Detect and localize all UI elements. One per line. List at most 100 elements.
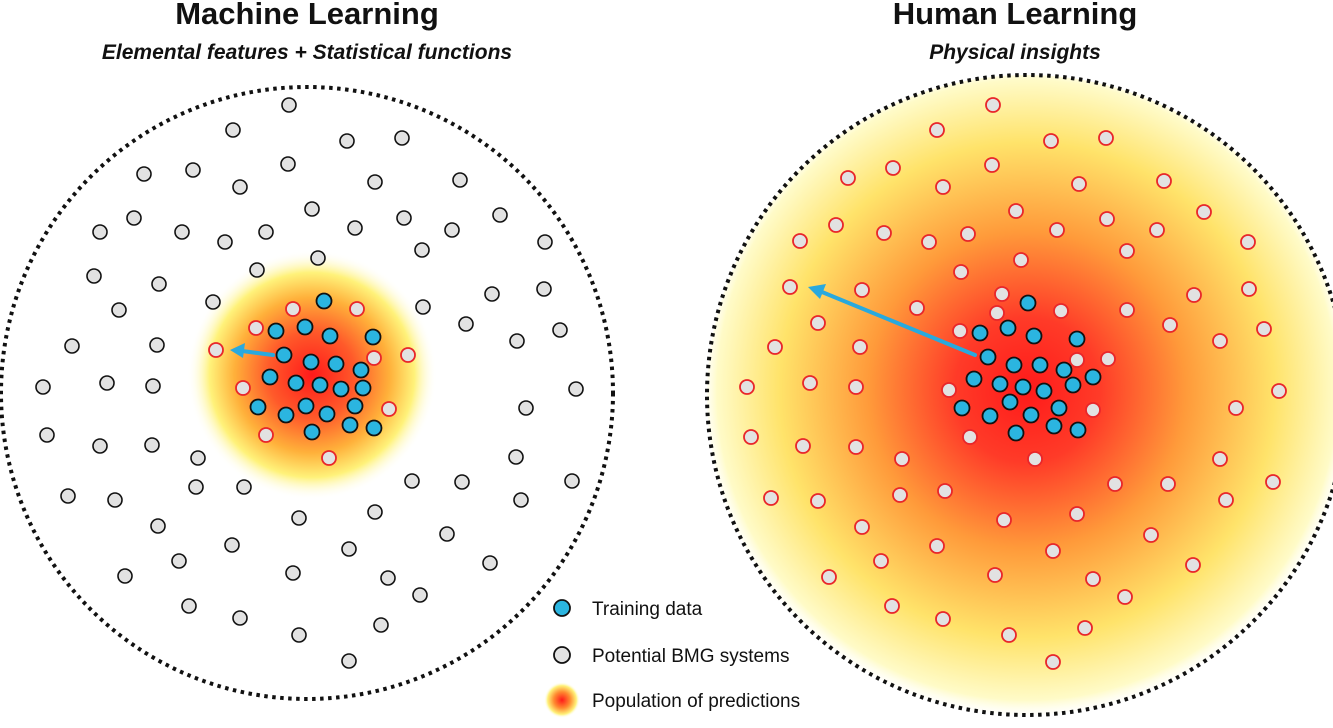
potential-system-point [281, 97, 297, 113]
predicted-system-point [935, 611, 951, 627]
predicted-system-point [349, 301, 365, 317]
potential-system-point [552, 322, 568, 338]
predicted-system-point [873, 553, 889, 569]
predicted-system-point [952, 323, 968, 339]
training-data-point [1045, 417, 1063, 435]
training-data-point [261, 368, 279, 386]
predicted-system-point [366, 350, 382, 366]
predicted-system-point [1045, 543, 1061, 559]
training-data-point [1084, 368, 1102, 386]
potential-system-point [452, 172, 468, 188]
potential-system-point [126, 210, 142, 226]
predicted-system-point [400, 347, 416, 363]
potential-system-point [35, 379, 51, 395]
predicted-system-point [285, 301, 301, 317]
hl-dots [739, 97, 1287, 670]
potential-system-point [151, 276, 167, 292]
predicted-system-point [994, 286, 1010, 302]
predicted-system-point [1045, 654, 1061, 670]
potential-system-point [341, 653, 357, 669]
potential-system-point [492, 207, 508, 223]
potential-system-point [205, 294, 221, 310]
potential-system-point [185, 162, 201, 178]
potential-system-point [144, 437, 160, 453]
potential-system-point [564, 473, 580, 489]
training-data-point [341, 416, 359, 434]
predicted-system-point [1085, 571, 1101, 587]
potential-system-point [224, 537, 240, 553]
potential-system-point [439, 526, 455, 542]
predicted-system-point [937, 483, 953, 499]
predicted-system-point [258, 427, 274, 443]
predicted-system-point [1119, 243, 1135, 259]
predicted-system-point [743, 429, 759, 445]
training-data-point [971, 324, 989, 342]
predicted-system-point [996, 512, 1012, 528]
legend-predictions-swatch [544, 682, 580, 718]
predicted-system-point [739, 379, 755, 395]
potential-system-point [232, 610, 248, 626]
predicted-system-point [1053, 303, 1069, 319]
predicted-system-point [987, 567, 1003, 583]
potential-system-point [537, 234, 553, 250]
predicted-system-point [1162, 317, 1178, 333]
potential-system-point [136, 166, 152, 182]
predicted-system-point [989, 305, 1005, 321]
predicted-system-point [1069, 352, 1085, 368]
potential-system-point [444, 222, 460, 238]
training-data-point [287, 374, 305, 392]
ml-prediction-glow [187, 250, 437, 500]
ml-dots [35, 97, 584, 669]
potential-system-point [373, 617, 389, 633]
training-data-point [303, 423, 321, 441]
potential-system-point [414, 242, 430, 258]
training-data-point [321, 327, 339, 345]
potential-system-point [86, 268, 102, 284]
training-data-point [979, 348, 997, 366]
predicted-system-point [1240, 234, 1256, 250]
potential-system-point [339, 133, 355, 149]
training-data-point [352, 361, 370, 379]
predicted-system-point [1071, 176, 1087, 192]
potential-system-point [145, 378, 161, 394]
predicted-system-point [1212, 333, 1228, 349]
training-data-point [332, 380, 350, 398]
predicted-system-point [892, 487, 908, 503]
predicted-system-point [962, 429, 978, 445]
training-data-point [277, 406, 295, 424]
potential-system-point [217, 234, 233, 250]
hl-prediction-glow [707, 75, 1333, 715]
potential-system-point [454, 474, 470, 490]
potential-system-point [232, 179, 248, 195]
legend-predictions-label: Population of predictions [592, 691, 800, 712]
training-data-point [1069, 421, 1087, 439]
training-data-point [302, 353, 320, 371]
predicted-system-point [854, 519, 870, 535]
predicted-system-point [763, 490, 779, 506]
ml-subtitle-text: Elemental features + Statistical functio… [102, 41, 512, 64]
predicted-system-point [1069, 506, 1085, 522]
predicted-system-point [921, 234, 937, 250]
predicted-system-point [941, 382, 957, 398]
training-data-point [1031, 356, 1049, 374]
predicted-system-point [782, 279, 798, 295]
predicted-system-point [795, 438, 811, 454]
potential-system-point [341, 541, 357, 557]
training-data-point [981, 407, 999, 425]
potential-system-point [513, 492, 529, 508]
predicted-system-point [321, 450, 337, 466]
potential-system-point [412, 587, 428, 603]
potential-system-point [225, 122, 241, 138]
training-data-point [953, 399, 971, 417]
ml-title: Machine Learning [175, 0, 439, 31]
predicted-system-point [1107, 476, 1123, 492]
legend: Training data Potential BMG systems Popu… [544, 599, 800, 718]
training-data-point [297, 397, 315, 415]
training-data-point [1035, 382, 1053, 400]
potential-system-point [188, 479, 204, 495]
predicted-system-point [935, 179, 951, 195]
training-data-point [354, 379, 372, 397]
predicted-system-point [1271, 383, 1287, 399]
predicted-system-point [1156, 173, 1172, 189]
training-data-point [311, 376, 329, 394]
